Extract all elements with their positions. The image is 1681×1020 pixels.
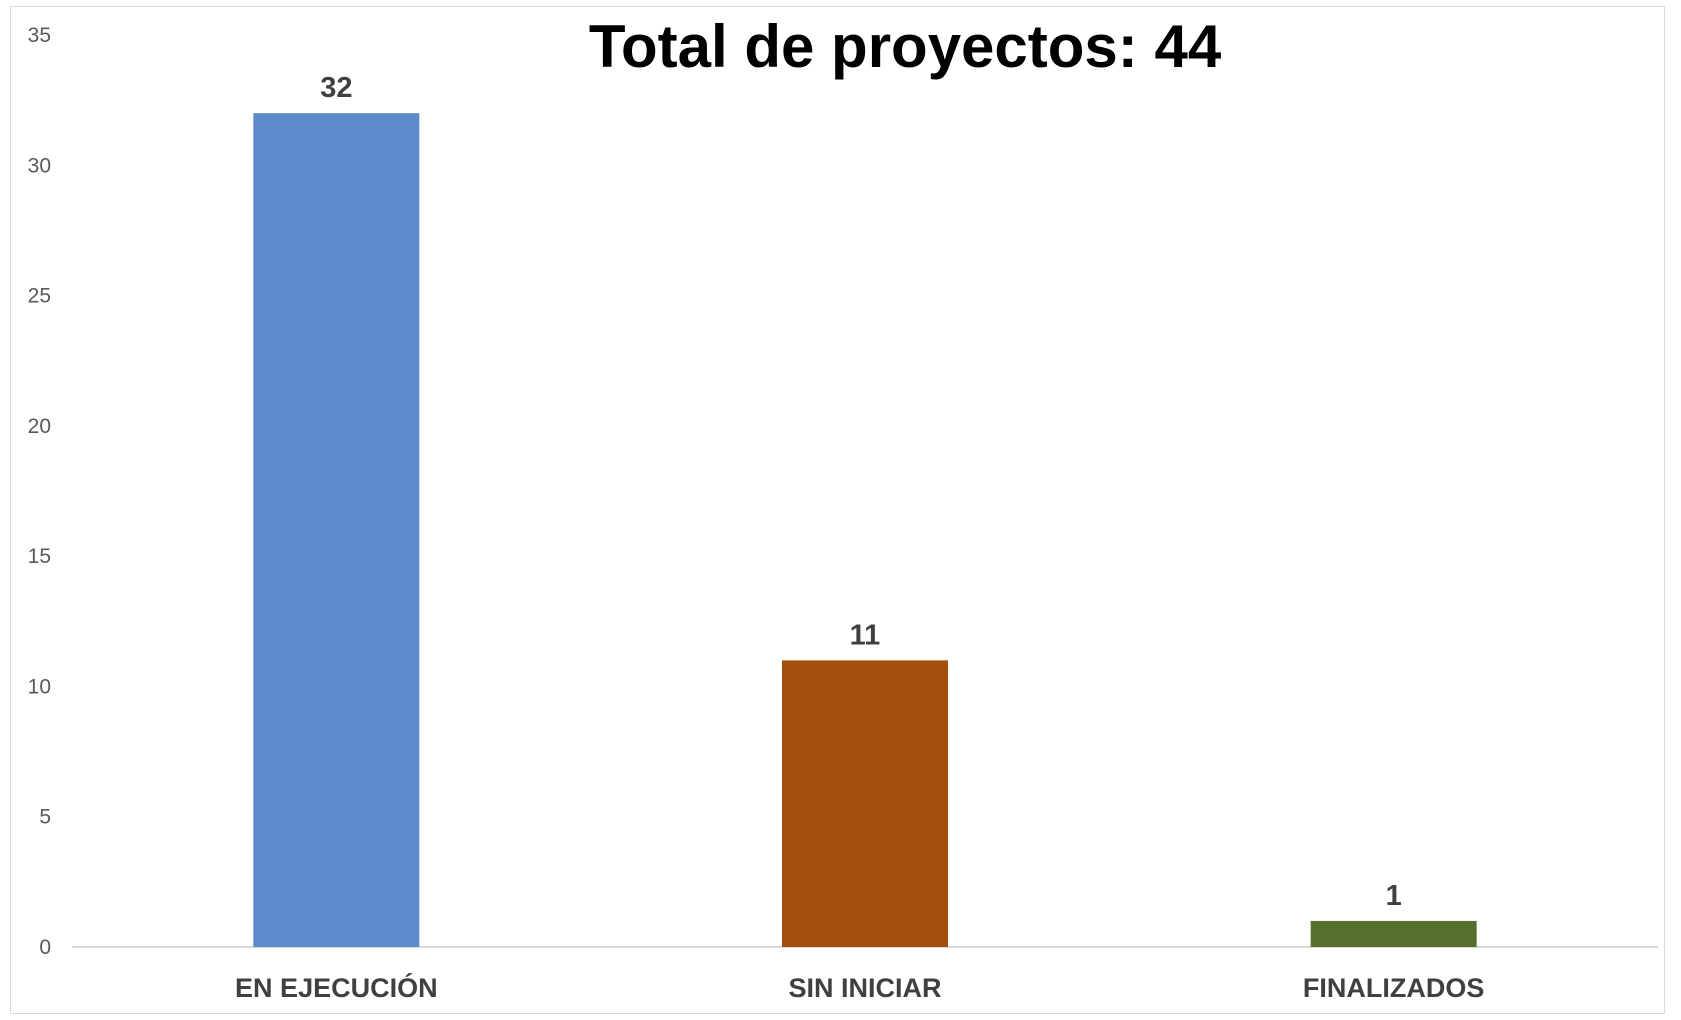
y-tick-label: 15 <box>28 545 51 568</box>
category-label: EN EJECUCIÓN <box>235 972 438 1003</box>
bars <box>253 113 1477 947</box>
data-label: 32 <box>320 72 352 104</box>
y-axis-ticks: 0 5 10 15 20 25 30 35 <box>28 24 51 959</box>
bar <box>1310 920 1477 947</box>
data-label: 11 <box>850 619 881 651</box>
bar <box>253 113 420 947</box>
bar <box>782 660 948 947</box>
category-label: FINALIZADOS <box>1303 973 1485 1003</box>
chart-title: Total de proyectos: 44 <box>589 13 1222 80</box>
category-label: SIN INICIAR <box>788 973 941 1003</box>
category-labels: EN EJECUCIÓN SIN INICIAR FINALIZADOS <box>235 972 1484 1003</box>
y-tick-label: 0 <box>39 936 51 959</box>
data-label: 1 <box>1386 880 1402 912</box>
y-tick-label: 20 <box>28 415 51 438</box>
y-tick-label: 30 <box>28 154 51 177</box>
y-tick-label: 10 <box>28 675 51 698</box>
y-tick-label: 35 <box>28 24 51 47</box>
y-tick-label: 25 <box>28 285 51 308</box>
y-tick-label: 5 <box>39 806 51 829</box>
